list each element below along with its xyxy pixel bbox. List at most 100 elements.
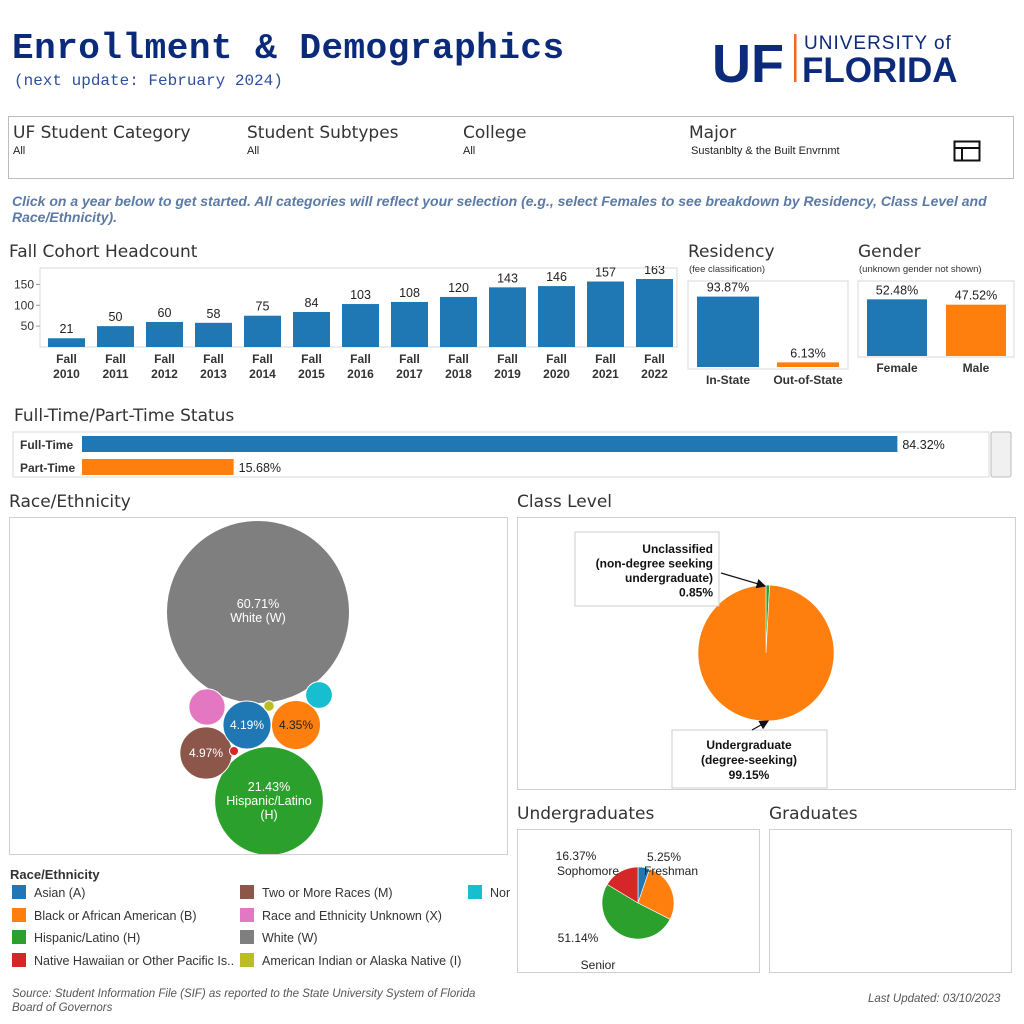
last-updated: Last Updated: 03/10/2023 [868, 993, 1001, 1005]
y-tick-label: 50 [21, 319, 35, 333]
legend-item[interactable]: White (W) [240, 930, 318, 945]
bar-in-state [697, 296, 759, 367]
legend-label: Two or More Races (M) [262, 886, 393, 900]
pie-label: Senior [581, 958, 616, 972]
x-tick-label: Fall [154, 352, 175, 366]
headcount-bar-fall-2014 [244, 315, 281, 347]
logo-uf: UF [712, 34, 784, 88]
callout-label: undergraduate) [625, 571, 713, 585]
undergrads-pie: 5.25%Freshman 51.14% Senior 16.37%Sophomore [556, 849, 698, 972]
undergrad-slice-senior [601, 884, 671, 940]
y-tick-label: 100 [14, 298, 34, 312]
plot-frame [687, 280, 849, 370]
bar-value-label: 84.32% [902, 438, 944, 452]
headcount-bar-fall-2010 [48, 338, 85, 347]
headcount-bar-fall-2017 [391, 301, 428, 347]
x-tick-label: Out-of-State [773, 373, 843, 387]
x-tick-label: Fall [448, 352, 469, 366]
ftpt-bar-part-time [82, 459, 234, 475]
legend-item[interactable]: Hispanic/Latino (H) [12, 930, 140, 945]
table-view-icon[interactable] [953, 140, 981, 167]
bar-female [867, 299, 927, 356]
x-tick-label: In-State [706, 373, 750, 387]
ftpt-category-label: Part-Time [20, 461, 75, 475]
bar-value-label: 84 [305, 296, 319, 310]
x-tick-label: 2011 [102, 367, 128, 381]
plot-frame [857, 280, 1015, 358]
classlevel-pie: Unclassified(non-degree seekingundergrad… [574, 531, 835, 789]
pie-label: 16.37% [556, 849, 597, 863]
graduates-title: Graduates [769, 804, 858, 824]
gender-subtitle: (unknown gender not shown) [859, 264, 982, 275]
graduates-chart-frame [769, 829, 1012, 973]
legend-swatch [12, 885, 26, 899]
pie-label: Sophomore [557, 864, 619, 878]
headcount-bar-fall-2020 [538, 286, 575, 347]
bubble-value-label: 4.19% [230, 718, 264, 732]
scrollbar [990, 431, 1012, 478]
bar-value-label: 15.68% [239, 461, 281, 475]
race-bubble-race-and-ethnicity-unknown-x- [188, 688, 226, 726]
undergrads-chart-frame: 5.25% Freshman 51.14% Senior 16.37% Sophomore [517, 829, 760, 973]
legend-label: American Indian or Alaska Native (I) [262, 954, 462, 968]
x-tick-label: 2019 [494, 367, 521, 381]
bubble-name-label: (H) [260, 808, 277, 822]
legend-swatch [12, 908, 26, 922]
bar-male [946, 304, 1006, 356]
instructions-text: Click on a year below to get started. Al… [12, 193, 987, 225]
bubble-value-label: 4.35% [279, 718, 313, 732]
bar-value-label: 60 [158, 306, 172, 320]
legend-swatch [468, 885, 482, 899]
filter-college[interactable]: College All [463, 123, 526, 157]
legend-item[interactable]: Asian (A) [12, 885, 85, 900]
x-tick-label: 2016 [347, 367, 374, 381]
filter-student-category[interactable]: UF Student Category All [13, 123, 191, 157]
legend-item[interactable]: Two or More Races (M) [240, 885, 393, 900]
legend-swatch [240, 885, 254, 899]
filter-student-subtypes[interactable]: Student Subtypes All [247, 123, 399, 157]
gender-title: Gender [858, 242, 921, 262]
filter-label: UF Student Category [13, 123, 191, 143]
legend-item[interactable]: Race and Ethnicity Unknown (X) [240, 908, 442, 923]
classlevel-title: Class Level [517, 492, 613, 512]
legend-item[interactable]: Black or African American (B) [12, 908, 197, 923]
undergrad-slice-sophomore [606, 866, 639, 904]
page-subtitle: (next update: February 2024) [14, 72, 283, 90]
x-tick-label: 2021 [592, 367, 619, 381]
pie-label: Freshman [644, 864, 698, 878]
x-tick-label: Fall [301, 352, 322, 366]
bar-value-label: 103 [350, 288, 371, 302]
filter-value[interactable]: All [13, 145, 26, 157]
callout-label: (non-degree seeking [596, 557, 713, 571]
source-note: Source: Student Information File (SIF) a… [12, 988, 476, 1014]
legend-label: White (W) [262, 931, 318, 945]
x-tick-label: Fall [56, 352, 77, 366]
residency-chart: 93.87% In-State 6.13% Out-of-State [687, 280, 849, 387]
gender-chart: 52.48% Female 47.52% Male [857, 280, 1015, 375]
headcount-bar-fall-2013 [195, 322, 232, 347]
legend-swatch [240, 930, 254, 944]
x-tick-label: 2020 [543, 367, 570, 381]
bar-out-of-state [777, 362, 839, 367]
callout-arrow [720, 572, 767, 589]
bar-value-label: 50 [109, 310, 123, 324]
legend-item[interactable]: American Indian or Alaska Native (I) [240, 953, 461, 968]
x-tick-label: 2018 [445, 367, 472, 381]
bar-value-label: 58 [207, 307, 221, 321]
legend-item[interactable]: Native Hawaiian or Other Pacific Is.. [12, 953, 234, 968]
x-tick-label: 2017 [396, 367, 423, 381]
callout-label: (degree-seeking) [701, 753, 797, 767]
headcount-bar-fall-2011 [97, 326, 134, 347]
undergrads-title: Undergraduates [517, 804, 655, 824]
race-chart-frame: 60.71% White (W) 21.43% Hispanic/Latino (H) 4… [9, 517, 508, 856]
headcount-chart: 5010015021Fall201050Fall201160Fall201258… [14, 266, 678, 381]
bubble-name-label: Hispanic/Latino [226, 794, 312, 808]
headcount-bar-fall-2021 [587, 281, 624, 347]
filter-value[interactable]: All [247, 145, 260, 157]
legend-item[interactable]: Nor [468, 885, 510, 900]
filter-value[interactable]: All [463, 145, 476, 157]
filter-major[interactable]: Major Sustanblty & the Built Envrnmt [689, 123, 840, 157]
filter-value[interactable]: Sustanblty & the Built Envrnmt [691, 145, 840, 157]
logo-florida: FLORIDA [802, 51, 958, 88]
ftpt-category-label: Full-Time [20, 438, 73, 452]
